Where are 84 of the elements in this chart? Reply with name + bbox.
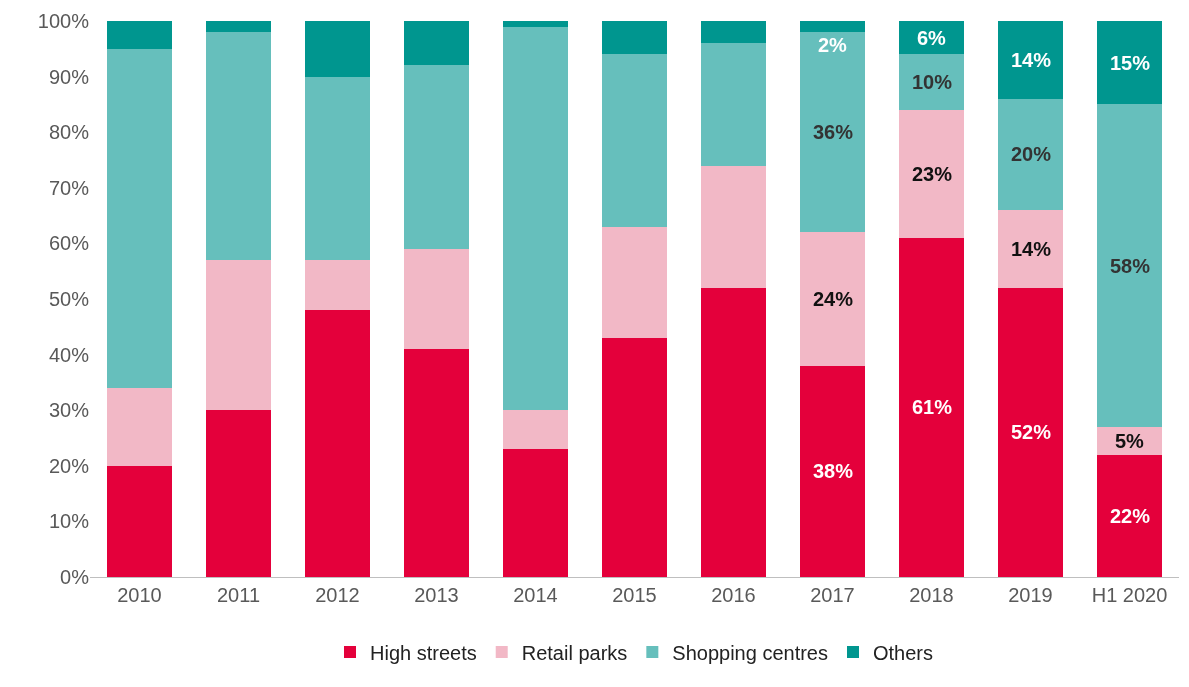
- legend-label: Retail parks: [521, 641, 628, 664]
- bar: [502, 449, 569, 577]
- bar: [403, 21, 470, 66]
- bar: [997, 287, 1064, 577]
- bar: [898, 237, 965, 577]
- bar: [700, 43, 767, 166]
- bar: [304, 310, 371, 577]
- bar: [205, 260, 272, 411]
- x-tick-label: 2014: [513, 584, 558, 606]
- bar: [403, 65, 470, 249]
- data-label: 38%: [813, 460, 854, 482]
- bar: [502, 410, 569, 450]
- data-label: 22%: [1110, 505, 1151, 527]
- bar: [601, 337, 668, 577]
- data-label: 15%: [1110, 52, 1151, 74]
- y-tick-label: 40%: [48, 343, 90, 366]
- y-tick-label: 80%: [48, 121, 90, 144]
- data-label: 23%: [912, 163, 953, 185]
- bar: [304, 21, 371, 77]
- data-label: 2%: [818, 34, 848, 56]
- y-tick-label: 50%: [48, 288, 90, 310]
- x-tick-label: 2015: [612, 584, 657, 606]
- legend-label: High streets: [370, 641, 477, 664]
- bar: [106, 465, 173, 577]
- legend-label: Shopping centres: [672, 641, 828, 664]
- bar: [403, 248, 470, 350]
- x-tick-label: 2016: [711, 584, 756, 606]
- bar: [106, 48, 173, 388]
- x-tick-label: 2011: [216, 584, 261, 606]
- bar: [997, 210, 1064, 288]
- data-label: 10%: [912, 71, 953, 93]
- y-tick-label: 90%: [48, 65, 90, 88]
- data-label: 14%: [1011, 238, 1052, 260]
- bar: [403, 349, 470, 577]
- bar: [205, 410, 272, 577]
- bar: [997, 21, 1064, 99]
- bar: [304, 76, 371, 261]
- bar: [799, 365, 866, 577]
- bar: [106, 387, 173, 466]
- bar: [700, 21, 767, 44]
- x-tick-label: 2019: [1008, 584, 1053, 606]
- data-label: 58%: [1110, 255, 1151, 277]
- data-label: 6%: [917, 27, 947, 49]
- data-label: 24%: [813, 288, 854, 310]
- x-tick-label: H1 2020: [1091, 584, 1168, 606]
- data-label: 52%: [1011, 421, 1052, 443]
- bar: [799, 21, 866, 33]
- y-tick-label: 70%: [48, 176, 90, 199]
- y-tick-label: 0%: [60, 566, 90, 588]
- bar: [700, 165, 767, 288]
- data-label: 36%: [813, 121, 854, 143]
- bar: [1096, 454, 1163, 577]
- data-label: 5%: [1115, 430, 1145, 452]
- bar: [1096, 104, 1163, 427]
- bar: [205, 32, 272, 261]
- bar: [502, 26, 569, 411]
- x-tick-label: 2010: [117, 584, 162, 606]
- bar: [502, 21, 569, 27]
- bar: [898, 109, 965, 238]
- bar: [799, 32, 866, 233]
- data-label: 61%: [912, 396, 953, 418]
- x-tick-label: 2018: [909, 584, 954, 606]
- y-tick-label: 20%: [48, 454, 90, 477]
- data-label: 20%: [1011, 143, 1052, 165]
- y-tick-label: 60%: [48, 232, 90, 255]
- y-tick-label: 10%: [48, 510, 90, 533]
- legend-label: Others: [873, 641, 934, 664]
- bar: [304, 260, 371, 311]
- bar: [997, 98, 1064, 211]
- bar: [1096, 21, 1163, 105]
- bar: [601, 226, 668, 338]
- bar: [106, 21, 173, 49]
- bar: [700, 287, 767, 577]
- x-tick-label: 2013: [414, 584, 459, 606]
- bar: [799, 232, 866, 366]
- bar: [601, 54, 668, 227]
- bar: [205, 21, 272, 33]
- x-tick-label: 2017: [810, 584, 855, 606]
- x-tick-label: 2012: [315, 584, 360, 606]
- data-label: 14%: [1011, 49, 1052, 71]
- y-tick-label: 30%: [48, 399, 90, 422]
- bar: [601, 21, 668, 55]
- y-tick-label: 100%: [37, 10, 90, 32]
- bar: [898, 54, 965, 110]
